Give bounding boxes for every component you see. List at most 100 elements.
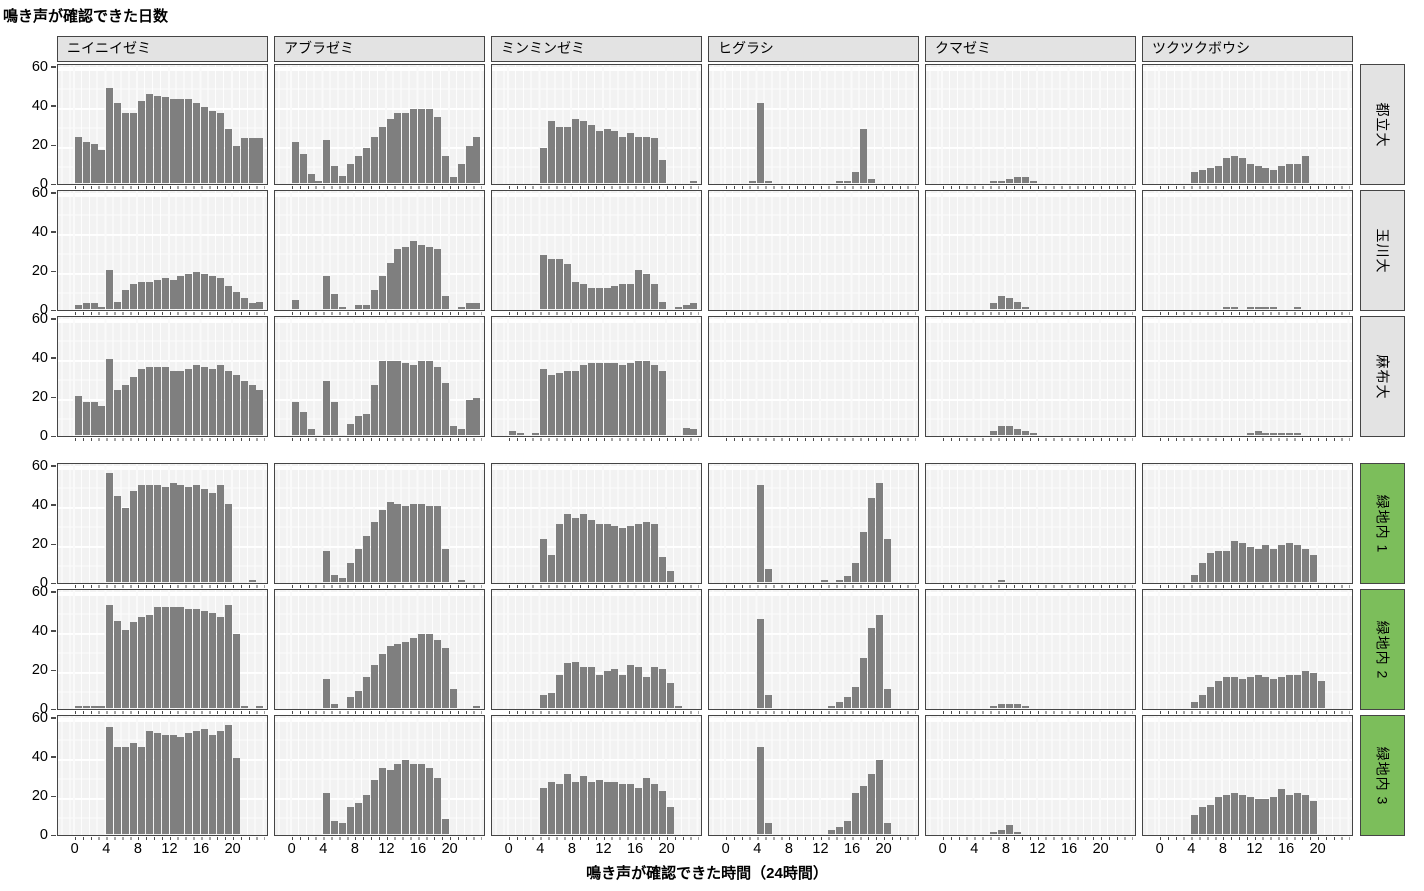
histogram-bar: [998, 295, 1006, 310]
histogram-bar: [378, 126, 386, 184]
x-tick-strip: [508, 186, 700, 189]
histogram-bar: [1215, 551, 1223, 583]
y-tick-label: 60: [31, 583, 48, 600]
histogram-bar: [185, 99, 193, 184]
x-tick-label: 20: [1309, 841, 1326, 857]
histogram-bar: [433, 367, 441, 436]
histogram-bar: [362, 795, 370, 835]
histogram-bar: [106, 270, 114, 310]
histogram-bar: [757, 484, 765, 583]
histogram-bar: [331, 402, 339, 436]
histogram-bar: [1301, 156, 1309, 184]
histogram-bar: [402, 506, 410, 583]
histogram-bar: [1191, 702, 1199, 709]
x-tick-label: 12: [1246, 841, 1263, 857]
histogram-bar: [185, 486, 193, 583]
histogram-bar: [354, 415, 362, 436]
histogram-bar: [548, 374, 556, 436]
histogram-bar: [362, 535, 370, 583]
histogram-bar: [457, 163, 465, 184]
histogram-bar: [394, 643, 402, 709]
x-tick-strip: [291, 312, 483, 315]
histogram-bar: [1005, 179, 1013, 184]
row-strip-label: 緑地内 2: [1374, 620, 1391, 679]
histogram-bar: [433, 777, 441, 835]
y-tick-label: 0: [39, 302, 48, 318]
histogram-bar: [441, 818, 449, 835]
histogram-bar: [690, 429, 698, 436]
histogram-bar: [627, 132, 635, 184]
histogram-bar: [394, 248, 402, 310]
histogram-bar: [323, 380, 331, 436]
histogram-bar: [90, 706, 98, 709]
histogram-bar: [362, 305, 370, 310]
y-tick-label: 20: [31, 137, 48, 153]
histogram-bar: [185, 732, 193, 835]
histogram-bar: [1301, 795, 1309, 835]
histogram-bar: [1270, 549, 1278, 583]
histogram-bar: [852, 686, 860, 709]
histogram-bar: [240, 380, 248, 436]
histogram-bar: [114, 496, 122, 583]
facet-panel: [1142, 190, 1353, 311]
histogram-bar: [114, 620, 122, 709]
y-tick-mark: [51, 270, 56, 272]
histogram-bar: [98, 406, 106, 436]
x-tick-strip: [74, 837, 266, 840]
histogram-bar: [418, 764, 426, 835]
histogram-bar: [386, 645, 394, 709]
histogram-bar: [339, 307, 347, 310]
histogram-bar: [209, 492, 217, 583]
histogram-bar: [1278, 433, 1286, 436]
facet-panel: [1142, 316, 1353, 437]
histogram-bar: [1286, 543, 1294, 583]
histogram-bar: [564, 773, 572, 835]
histogram-bar: [74, 136, 82, 184]
histogram-bar: [571, 370, 579, 436]
histogram-bar: [441, 647, 449, 709]
histogram-bar: [441, 156, 449, 184]
column-strip: ニイニイゼミ: [57, 36, 268, 62]
facet-panel: [925, 190, 1136, 311]
histogram-bar: [1021, 307, 1029, 310]
facet-panel: [925, 589, 1136, 710]
histogram-bar: [556, 783, 564, 835]
histogram-bar: [540, 148, 548, 184]
histogram-bar: [635, 270, 643, 310]
histogram-bar: [820, 580, 828, 583]
facet-panel: [708, 64, 919, 185]
x-tick-strip: [942, 837, 1134, 840]
histogram-bar: [362, 677, 370, 709]
x-tick-strip: [291, 837, 483, 840]
histogram-bar: [114, 390, 122, 436]
histogram-bar: [177, 276, 185, 310]
histogram-bar: [426, 109, 434, 184]
histogram-bar: [122, 630, 130, 709]
histogram-bar: [587, 781, 595, 835]
histogram-bar: [386, 502, 394, 583]
histogram-bar: [331, 165, 339, 184]
histogram-bar: [386, 769, 394, 835]
histogram-bar: [201, 488, 209, 583]
y-tick-mark: [51, 144, 56, 146]
histogram-bar: [548, 781, 556, 835]
histogram-bar: [473, 303, 481, 310]
histogram-bar: [248, 303, 256, 310]
histogram-bar: [161, 97, 169, 184]
x-tick-label: 20: [658, 841, 675, 857]
histogram-bar: [410, 504, 418, 583]
histogram-bar: [1309, 801, 1317, 835]
histogram-bar: [145, 93, 153, 184]
histogram-bar: [603, 781, 611, 835]
y-tick-mark: [51, 708, 56, 710]
histogram-bar: [650, 523, 658, 583]
histogram-bar: [441, 549, 449, 583]
histogram-bar: [990, 431, 998, 436]
histogram-bar: [650, 667, 658, 709]
histogram-bar: [418, 634, 426, 709]
histogram-bar: [579, 365, 587, 436]
histogram-bar: [473, 706, 481, 709]
x-tick-label: 0: [938, 841, 947, 857]
histogram-bar: [169, 734, 177, 835]
histogram-bar: [666, 807, 674, 835]
